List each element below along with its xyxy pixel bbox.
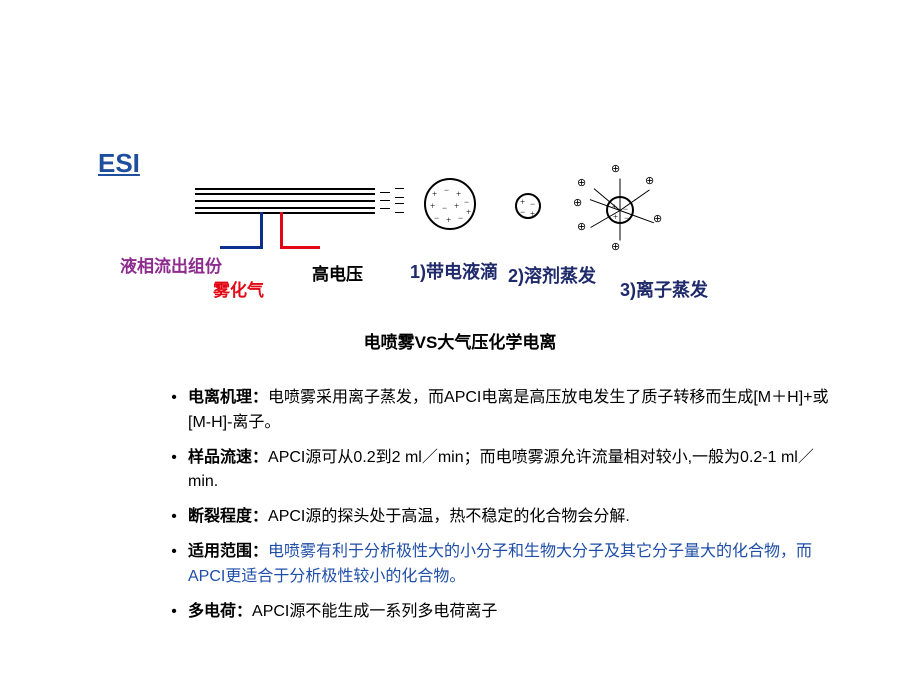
bullet-dot: •: [160, 505, 188, 530]
spray-dash: [395, 212, 404, 213]
charge: −: [530, 200, 535, 209]
charge: +: [446, 216, 451, 225]
bullet-dot: •: [160, 600, 188, 625]
spray-dash: [380, 208, 390, 209]
charge: −: [434, 214, 439, 223]
ion-plus: ⊕: [577, 220, 586, 233]
ion-plus: ⊕: [653, 212, 662, 225]
bullet-text: APCI源不能生成一系列多电荷离子: [252, 603, 497, 620]
bullet-label: 多电荷：: [188, 603, 252, 620]
bullet-item: •样品流速：APCI源可从0.2到2 ml／min；而电喷雾源允许流量相对较小,…: [160, 446, 840, 496]
ion-plus: ⊕: [611, 240, 620, 253]
bullet-dot: •: [160, 446, 188, 496]
bullet-dot: •: [160, 386, 188, 436]
ion-plus: ⊕: [611, 162, 620, 175]
bullet-list: •电离机理：电喷雾采用离子蒸发，而APCI电离是高压放电发生了质子转移而生成[M…: [160, 386, 840, 634]
label-neb: 雾化气: [213, 276, 264, 301]
charge: +: [430, 202, 435, 211]
spray-dash: [395, 203, 404, 204]
charge: −: [464, 198, 469, 207]
capillary-line: [195, 193, 375, 195]
spray-dash: [395, 197, 404, 198]
capillary-line: [195, 200, 375, 202]
bullet-item: •适用范围：电喷雾有利于分析极性大的小分子和生物大分子及其它分子量大的化合物，而…: [160, 540, 840, 590]
ion-plus: ⊕: [645, 174, 654, 187]
charge: −: [458, 214, 463, 223]
inlet-blue: [260, 212, 263, 246]
bullet-item: •电离机理：电喷雾采用离子蒸发，而APCI电离是高压放电发生了质子转移而生成[M…: [160, 386, 840, 436]
bullet-label: 适用范围：: [188, 543, 268, 560]
ion-plus: ⊕: [577, 176, 586, 189]
charge: +: [520, 198, 525, 207]
charge: +: [466, 208, 471, 217]
capillary-line: [195, 207, 375, 209]
bullet-item: •断裂程度：APCI源的探头处于高温，热不稳定的化合物会分解.: [160, 505, 840, 530]
bullet-label: 电离机理：: [188, 389, 268, 406]
spray-dash: [380, 192, 390, 193]
label-d2: 2)溶剂蒸发: [508, 262, 596, 288]
bullet-text: 电喷雾采用离子蒸发，而APCI电离是高压放电发生了质子转移而生成[M＋H]+或[…: [188, 389, 828, 431]
bullet-text: 电喷雾有利于分析极性大的小分子和生物大分子及其它分子量大的化合物，而APCI更适…: [188, 543, 812, 585]
bullet-content: 多电荷：APCI源不能生成一系列多电荷离子: [188, 600, 840, 625]
bullet-dot: •: [160, 540, 188, 590]
bullet-item: •多电荷：APCI源不能生成一系列多电荷离子: [160, 600, 840, 625]
charge: −: [442, 204, 447, 213]
spray-dash: [380, 200, 390, 201]
label-liquid: 液相流出组份: [120, 252, 222, 277]
bullet-content: 样品流速：APCI源可从0.2到2 ml／min；而电喷雾源允许流量相对较小,一…: [188, 446, 840, 496]
capillary-line: [195, 212, 375, 214]
droplet-evap: [515, 193, 541, 219]
bullet-content: 断裂程度：APCI源的探头处于高温，热不稳定的化合物会分解.: [188, 505, 840, 530]
ion-ray: [620, 211, 621, 241]
esi-diagram: +−++−+−−+−++−−++−+−⊕⊕⊕⊕⊕⊕⊕液相流出组份雾化气高电压1)…: [120, 170, 820, 300]
section-title: 电喷雾VS大气压化学电离: [0, 328, 920, 353]
charge: −: [444, 186, 449, 195]
bullet-content: 适用范围：电喷雾有利于分析极性大的小分子和生物大分子及其它分子量大的化合物，而A…: [188, 540, 840, 590]
charge: +: [432, 190, 437, 199]
charge: −: [624, 214, 629, 223]
label-hv: 高电压: [312, 260, 363, 285]
ion-plus: ⊕: [573, 196, 582, 209]
inlet-red: [280, 212, 283, 246]
bullet-text: APCI源可从0.2到2 ml／min；而电喷雾源允许流量相对较小,一般为0.2…: [188, 449, 814, 491]
bullet-label: 样品流速：: [188, 449, 268, 466]
charge: +: [454, 202, 459, 211]
label-d1: 1)带电液滴: [410, 258, 498, 284]
charge: +: [456, 190, 461, 199]
inlet-red-h: [280, 246, 320, 249]
bullet-content: 电离机理：电喷雾采用离子蒸发，而APCI电离是高压放电发生了质子转移而生成[M＋…: [188, 386, 840, 436]
charge: +: [530, 210, 535, 219]
charge: −: [520, 208, 525, 217]
spray-dash: [395, 188, 404, 189]
ion-ray: [620, 179, 621, 211]
label-d3: 3)离子蒸发: [620, 276, 708, 302]
bullet-label: 断裂程度：: [188, 508, 268, 525]
bullet-text: APCI源的探头处于高温，热不稳定的化合物会分解.: [268, 508, 630, 525]
capillary-line: [195, 188, 375, 190]
inlet-blue-h: [220, 246, 263, 249]
